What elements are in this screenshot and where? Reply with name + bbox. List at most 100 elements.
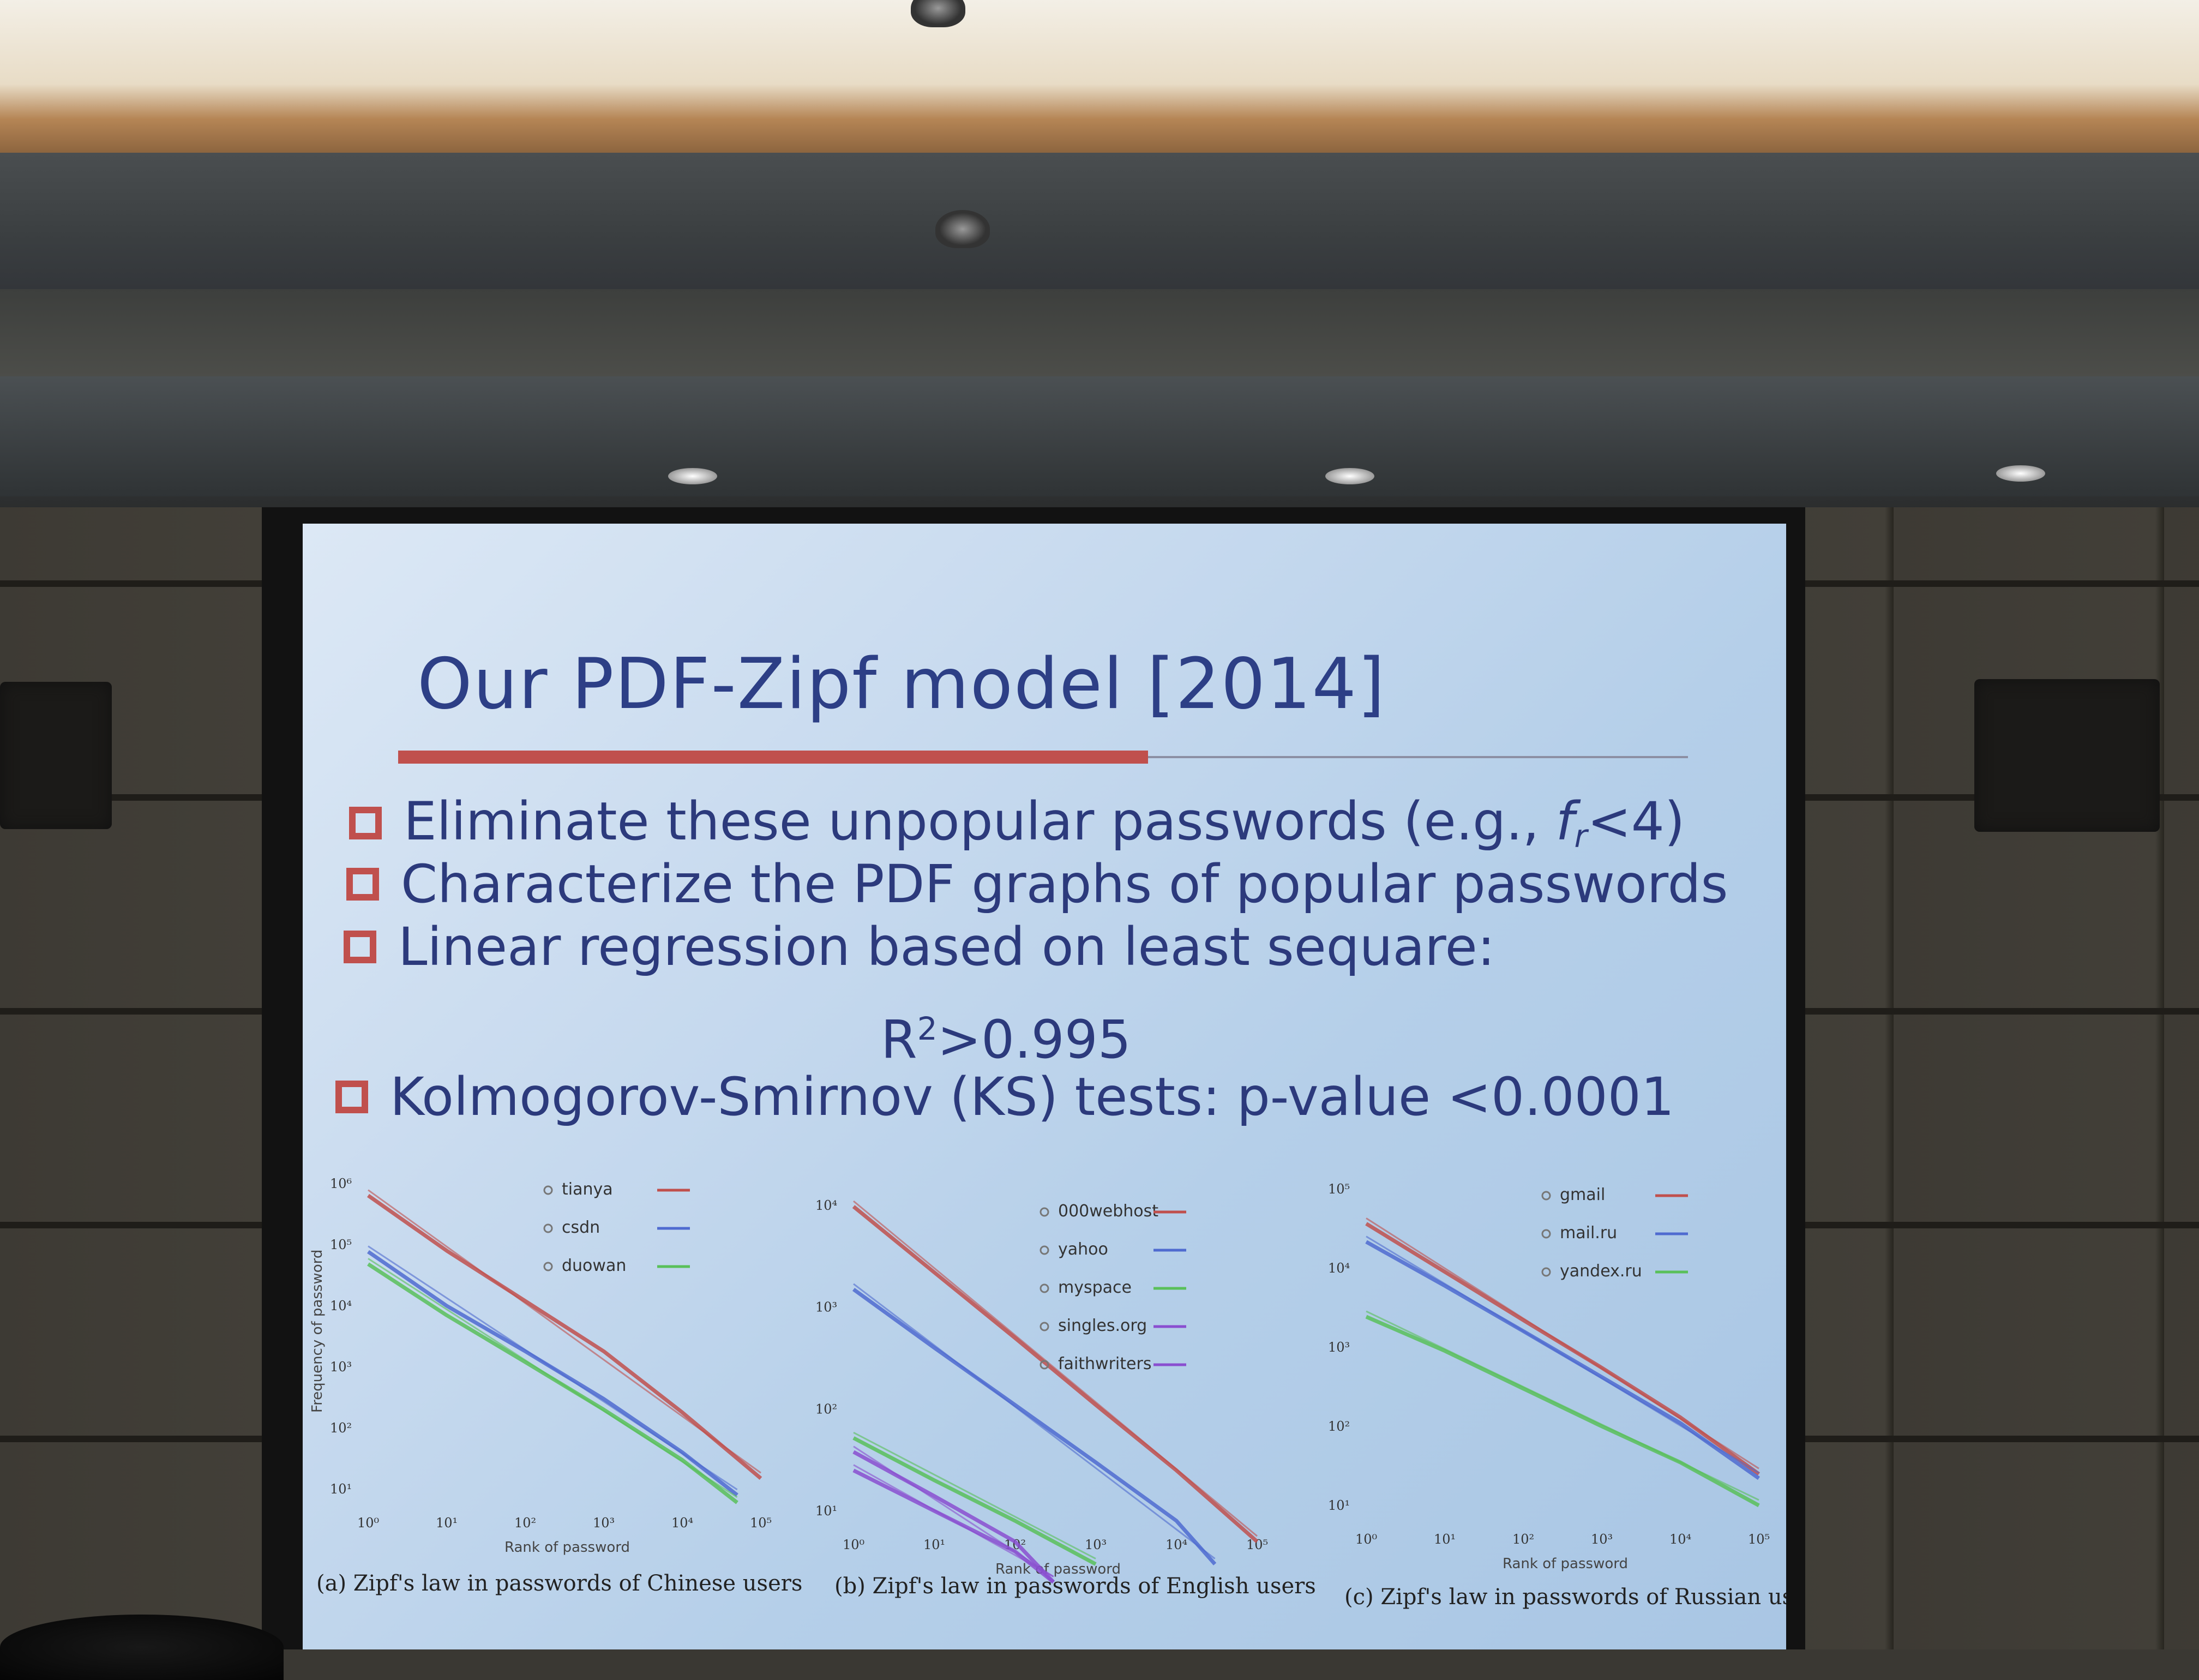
fit-line <box>1366 1310 1759 1501</box>
y-tick-label: 10¹ <box>815 1503 837 1519</box>
legend-marker <box>1040 1322 1049 1331</box>
bullet-eliminate: Eliminate these unpopular passwords (e.g… <box>349 791 1685 855</box>
left-speaker <box>0 682 112 829</box>
zipf-plot-russian: 10⁵ 10⁴ 10³ 10² 10¹ 10⁰ 10¹ 10² 10³ 10⁴ 10⁵ Rank of… <box>1317 1173 1786 1579</box>
bullet-text: Linear regression based on least sequare… <box>398 916 1495 977</box>
series-line-duowan <box>367 1262 738 1504</box>
bullet-regression: Linear regression based on least sequare… <box>344 916 1495 977</box>
formula-sup: 2 <box>917 1010 938 1047</box>
legend-marker <box>1040 1283 1049 1293</box>
x-tick-label: 10⁵ <box>750 1515 772 1531</box>
bullet-ks-test: Kolmogorov-Smirnov (KS) tests: p-value <… <box>335 1066 1674 1127</box>
x-tick-label: 10⁴ <box>1669 1532 1691 1547</box>
fit-line <box>1366 1235 1759 1474</box>
bullet-text-pre: Eliminate these unpopular passwords (e.g… <box>404 791 1556 852</box>
fit-line <box>853 1432 1096 1559</box>
screen-housing <box>0 376 2199 496</box>
legend-label: duowan <box>562 1256 626 1275</box>
x-tick-label: 10⁴ <box>671 1515 693 1531</box>
fit-line <box>368 1258 738 1498</box>
y-tick-label: 10⁴ <box>1328 1261 1350 1276</box>
series-line-faithwriters <box>852 1450 1055 1583</box>
bullet-characterize: Characterize the PDF graphs of popular p… <box>346 854 1728 915</box>
legend-label: faithwriters <box>1058 1354 1151 1373</box>
legend-label: singles.org <box>1058 1316 1147 1335</box>
x-tick-label: 10⁴ <box>1165 1537 1187 1552</box>
ceiling-camera <box>911 0 965 27</box>
legend-label: 000webhost <box>1058 1202 1158 1221</box>
audience-head <box>0 1615 284 1680</box>
x-tick-label: 10² <box>1512 1532 1534 1547</box>
zipf-plot-english: 10⁴ 10³ 10² 10¹ 10⁰ 10¹ 10² 10³ 10⁴ 10⁵ Rank of pa… <box>810 1173 1301 1584</box>
fit-line <box>853 1464 1054 1577</box>
title-divider <box>1148 756 1688 758</box>
bullet-text: Kolmogorov-Smirnov (KS) tests: p-value <… <box>390 1066 1674 1127</box>
series-line-yahoo <box>852 1287 1217 1565</box>
bullet-box-icon <box>346 868 379 901</box>
title-accent-rule <box>398 751 1148 764</box>
zipf-plot-chinese: 10⁶ 10⁵ 10⁴ 10³ 10² 10¹ 10⁰ 10¹ 10² 10³ 10⁴ 10⁵ Rank… <box>303 1173 794 1568</box>
legend-marker <box>1541 1267 1551 1277</box>
y-tick-label: 10² <box>330 1420 352 1436</box>
fit-line <box>368 1189 761 1474</box>
legend-label: myspace <box>1058 1278 1132 1297</box>
legend-label: mail.ru <box>1560 1223 1617 1243</box>
formula-rest: >0.995 <box>937 1009 1131 1070</box>
y-tick-label: 10³ <box>1328 1340 1350 1355</box>
plot-svg-russian: 10⁵ 10⁴ 10³ 10² 10¹ 10⁰ 10¹ 10² 10³ 10⁴ 10⁵ Rank of… <box>1328 1181 1770 1572</box>
bullet-text: Characterize the PDF graphs of popular p… <box>401 854 1728 915</box>
fit-line <box>853 1200 1258 1537</box>
formula-base: R <box>881 1009 917 1070</box>
ceiling-light <box>668 468 717 484</box>
x-tick-label: 10⁵ <box>1748 1532 1770 1547</box>
bullet-box-icon <box>335 1081 368 1113</box>
y-tick-label: 10¹ <box>330 1481 352 1497</box>
x-tick-label: 10¹ <box>1434 1532 1456 1547</box>
ceiling-light <box>1325 468 1374 484</box>
bullet-var-f: f <box>1555 791 1575 852</box>
series-line-myspace <box>852 1436 1097 1566</box>
security-camera <box>935 210 990 248</box>
legend-marker <box>1040 1207 1049 1217</box>
x-tick-label: 10³ <box>1085 1537 1107 1552</box>
fit-line <box>1366 1217 1759 1469</box>
slide-title: Our PDF-Zipf model [2014] <box>417 644 1386 725</box>
ceiling-soffit <box>0 153 2199 289</box>
y-axis-label: Frequency of password <box>309 1250 326 1413</box>
fit-line <box>368 1245 738 1491</box>
y-tick-label: 10⁴ <box>815 1198 837 1213</box>
y-tick-label: 10² <box>815 1401 837 1417</box>
legend-label: tianya <box>562 1180 613 1199</box>
plot-svg-chinese: 10⁶ 10⁵ 10⁴ 10³ 10² 10¹ 10⁰ 10¹ 10² 10³ 10⁴ 10⁵ Rank… <box>309 1176 772 1556</box>
x-tick-label: 10³ <box>1591 1532 1613 1547</box>
legend-label: yahoo <box>1058 1240 1108 1259</box>
y-tick-label: 10⁴ <box>330 1298 352 1313</box>
y-tick-label: 10³ <box>330 1359 352 1375</box>
x-axis-label: Rank of password <box>504 1539 630 1556</box>
legend-label: yandex.ru <box>1560 1262 1642 1281</box>
series-line-yandexru <box>1365 1315 1760 1508</box>
bullet-var-sub: r <box>1574 818 1588 855</box>
fit-line <box>853 1283 1216 1559</box>
legend-marker <box>543 1185 553 1195</box>
legend-marker <box>1541 1229 1551 1239</box>
y-tick-label: 10² <box>1328 1419 1350 1434</box>
series-line-tianya <box>366 1193 762 1480</box>
x-tick-label: 10¹ <box>436 1515 458 1531</box>
caption-english: (b) Zipf's law in passwords of English u… <box>834 1574 1316 1599</box>
right-speaker <box>1974 679 2160 832</box>
legend-marker <box>1040 1360 1049 1370</box>
y-tick-label: 10⁶ <box>330 1176 352 1191</box>
y-tick-label: 10¹ <box>1328 1498 1350 1513</box>
x-tick-label: 10⁰ <box>357 1515 379 1531</box>
x-tick-label: 10¹ <box>923 1537 945 1552</box>
x-tick-label: 10³ <box>593 1515 615 1531</box>
bullet-box-icon <box>344 931 376 963</box>
caption-chinese: (a) Zipf's law in passwords of Chinese u… <box>316 1571 803 1596</box>
x-axis-label: Rank of password <box>995 1561 1121 1577</box>
y-tick-label: 10⁵ <box>1328 1181 1350 1197</box>
projection-screen: Our PDF-Zipf model [2014] Eliminate thes… <box>303 524 1786 1649</box>
y-tick-label: 10³ <box>815 1300 837 1315</box>
x-tick-label: 10⁰ <box>843 1537 864 1552</box>
x-axis-label: Rank of password <box>1503 1556 1628 1572</box>
